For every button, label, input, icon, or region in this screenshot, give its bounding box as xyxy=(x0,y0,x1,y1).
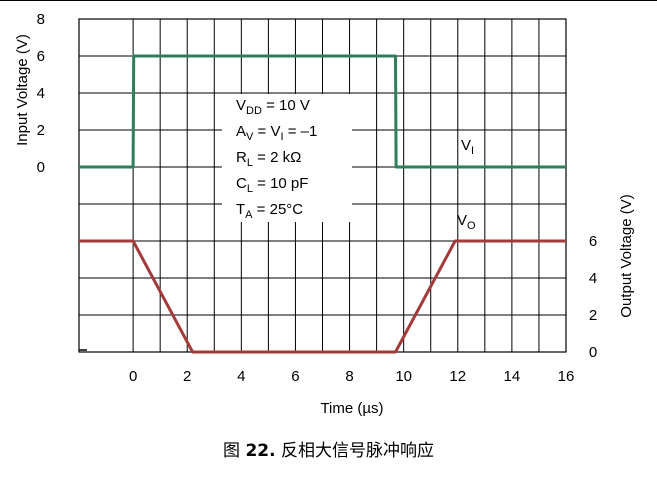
annotation-box: VDD = 10 V AV = VI = –1 RL = 2 kΩ CL = 10 p… xyxy=(222,94,352,222)
y-left-tick-label: 6 xyxy=(37,48,45,65)
x-tick-label: 8 xyxy=(345,368,353,385)
x-tick-label: 0 xyxy=(129,368,137,385)
x-tick-label: 2 xyxy=(183,368,191,385)
caption-text: 反相大信号脉冲响应 xyxy=(275,441,434,461)
x-tick-label: 14 xyxy=(504,368,521,385)
chart: VI VO 0 2 4 6 8 10 12 14 16 0 2 4 6 8 0 2 4 6 VDD = 10 V AV… xyxy=(14,11,635,417)
x-tick-label: 16 xyxy=(558,368,575,385)
y-left-tick-label: 0 xyxy=(37,159,45,176)
series-line-vi xyxy=(79,54,566,169)
series-label-vo: VO xyxy=(457,212,476,232)
annotation-background xyxy=(222,94,352,222)
y-left-tick-label: 4 xyxy=(37,85,45,102)
annotation-line: CL = 10 pF xyxy=(236,175,308,195)
annotation-line: AV = VI = –1 xyxy=(236,123,317,143)
x-axis-label: Time (µs) xyxy=(320,400,383,417)
annotation-line: VDD = 10 V xyxy=(236,97,310,117)
x-tick-label: 12 xyxy=(449,368,466,385)
annotation-line: TA = 25°C xyxy=(236,201,303,221)
figure-caption: 图 22. 反相大信号脉冲响应 xyxy=(0,436,657,461)
y-left-tick-label: 8 xyxy=(37,11,45,28)
series-line-vo xyxy=(79,239,566,354)
y-right-tick-label: 0 xyxy=(589,344,597,361)
x-tick-label: 6 xyxy=(291,368,299,385)
x-tick-label: 10 xyxy=(395,368,412,385)
top-rule xyxy=(0,0,657,1)
series-layer: VI VO xyxy=(79,54,566,354)
y-right-tick-label: 6 xyxy=(589,233,597,250)
y-right-tick-label: 2 xyxy=(589,307,597,324)
y-axis-label-right: Output Voltage (V) xyxy=(618,194,635,317)
y-right-tick-label: 4 xyxy=(589,270,597,287)
caption-number: 22. xyxy=(245,441,276,461)
series-label-vi: VI xyxy=(461,137,474,157)
y-axis-label-left: Input Voltage (V) xyxy=(14,34,31,146)
tick-labels: 0 2 4 6 8 10 12 14 16 0 2 4 6 8 0 2 4 6 xyxy=(37,11,598,385)
annotation-line: RL = 2 kΩ xyxy=(236,149,301,169)
caption-prefix: 图 xyxy=(223,441,246,461)
y-left-tick-label: 2 xyxy=(37,122,45,139)
x-tick-label: 4 xyxy=(237,368,245,385)
